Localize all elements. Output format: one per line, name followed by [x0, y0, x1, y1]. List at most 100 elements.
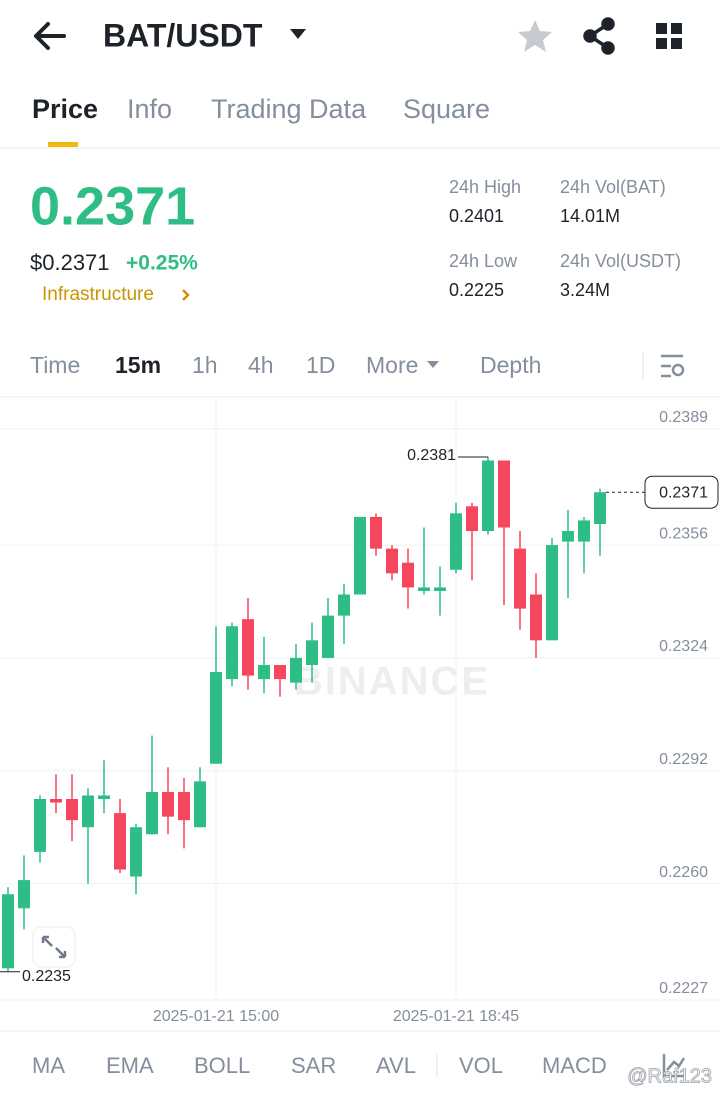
interval-option[interactable]: 15m	[115, 352, 161, 378]
indicator-option[interactable]: SAR	[291, 1053, 336, 1078]
indicator-settings[interactable]	[662, 1054, 686, 1078]
more-dropdown	[427, 361, 439, 368]
pair-dropdown[interactable]	[290, 29, 306, 39]
candle-body	[146, 791, 158, 835]
candle-body	[226, 626, 238, 680]
candle-body	[2, 894, 14, 969]
sector-tag[interactable]: Infrastructure	[42, 284, 154, 305]
candle-body	[450, 513, 462, 570]
candle-body	[18, 880, 30, 909]
indicator-option[interactable]: VOL	[459, 1053, 503, 1078]
candle-body	[418, 587, 430, 591]
tab[interactable]: Info	[127, 94, 172, 124]
tab-indicator	[48, 142, 78, 147]
favorite-star[interactable]	[518, 20, 552, 52]
candle-body	[82, 795, 94, 828]
share-button[interactable]	[583, 17, 615, 55]
indicator-option[interactable]: BOLL	[194, 1053, 250, 1078]
candle-body	[98, 795, 110, 799]
y-tick-label: 0.2260	[659, 864, 708, 881]
y-tick-label: 0.2356	[659, 525, 708, 542]
share-lines	[586, 22, 609, 50]
stat-value: 0.2401	[449, 206, 504, 226]
intervals: Time 15m 1h 4h 1D More Depth	[30, 352, 541, 378]
interval-option[interactable]: Depth	[480, 352, 541, 378]
candle-body	[562, 531, 574, 542]
stat-label: 24h Low	[449, 251, 518, 271]
candle-body	[370, 516, 382, 549]
grid-cell	[671, 23, 682, 34]
indicator-option[interactable]: EMA	[106, 1053, 154, 1078]
candle-body	[274, 665, 286, 680]
y-tick-label: 0.2292	[659, 751, 708, 768]
stats: 24h High 0.2401 24h Vol(BAT) 14.01M 24h Low 0…	[449, 177, 681, 300]
x-tick-label: 2025-01-21 15:00	[153, 1008, 279, 1025]
stat-value: 3.24M	[560, 280, 610, 300]
high-label: 0.2381	[407, 447, 456, 464]
usd-price: $0.2371	[30, 250, 110, 275]
current-price-box	[644, 475, 719, 509]
tab[interactable]: Price	[32, 94, 98, 124]
candlestick-chart: BINANCE 0.2389 0.2356 0.2324 0.2292 0.2260 0.2…	[0, 397, 720, 1025]
price-change: +0.25%	[126, 252, 198, 275]
tag-chevron	[182, 289, 190, 301]
tab[interactable]: Trading Data	[211, 94, 367, 124]
tab[interactable]: Square	[403, 94, 490, 124]
x-tick-label: 2025-01-21 18:45	[393, 1008, 519, 1025]
watermark: BINANCE	[294, 660, 490, 704]
candle-body	[434, 587, 446, 591]
settings-lines	[661, 354, 683, 378]
interval-option[interactable]: 1D	[306, 352, 335, 378]
candle-body	[482, 460, 494, 531]
interval-option[interactable]: Time	[30, 352, 80, 378]
expand-icon	[41, 935, 67, 959]
stat-label: 24h Vol(USDT)	[560, 251, 681, 271]
grid-menu[interactable]	[656, 23, 682, 49]
indicator-option[interactable]: MACD	[542, 1053, 607, 1078]
pair-title[interactable]: BAT/USDT	[103, 17, 263, 53]
indicator-option[interactable]: AVL	[376, 1053, 416, 1078]
indicator-option[interactable]: MA	[32, 1053, 65, 1078]
stat-value: 0.2225	[449, 280, 504, 300]
watermark-credit: @Raf123	[627, 1065, 712, 1087]
candle-body	[290, 657, 302, 683]
candle-body	[402, 562, 414, 588]
interval-option[interactable]: More	[366, 352, 418, 378]
low-label: 0.2235	[22, 968, 71, 985]
candle-body	[306, 640, 318, 665]
candle-body	[34, 799, 46, 852]
candle-body	[578, 520, 590, 542]
candle-body	[354, 516, 366, 595]
y-tick-label: 0.2227	[659, 980, 708, 997]
candle-body	[594, 492, 606, 524]
candle-body	[338, 594, 350, 616]
candle-body	[514, 548, 526, 609]
candle-body	[178, 791, 190, 821]
interval-option[interactable]: 1h	[192, 352, 218, 378]
candle-body	[466, 506, 478, 531]
expand-box	[32, 926, 76, 968]
stat-label: 24h High	[449, 177, 521, 197]
candle-body	[114, 813, 126, 870]
back-button[interactable]	[34, 22, 66, 50]
candle-body	[258, 665, 270, 680]
grid-cell	[656, 38, 667, 49]
candle-body	[162, 791, 174, 817]
candle-body	[386, 548, 398, 574]
candle-body	[546, 545, 558, 641]
tabs: Price Info Trading Data Square	[32, 94, 490, 124]
interval-option[interactable]: 4h	[248, 352, 274, 378]
candle-body	[194, 781, 206, 828]
current-price-label: 0.2371	[659, 484, 708, 501]
candle-body	[130, 827, 142, 877]
last-price: 0.2371	[30, 176, 195, 236]
grid-cell	[671, 38, 682, 49]
expand-button[interactable]	[32, 926, 76, 968]
candle-body	[242, 619, 254, 676]
settings-gear	[671, 363, 685, 377]
back-arrow	[34, 22, 66, 50]
y-tick-label: 0.2324	[659, 638, 708, 655]
chart-settings[interactable]	[661, 354, 685, 378]
